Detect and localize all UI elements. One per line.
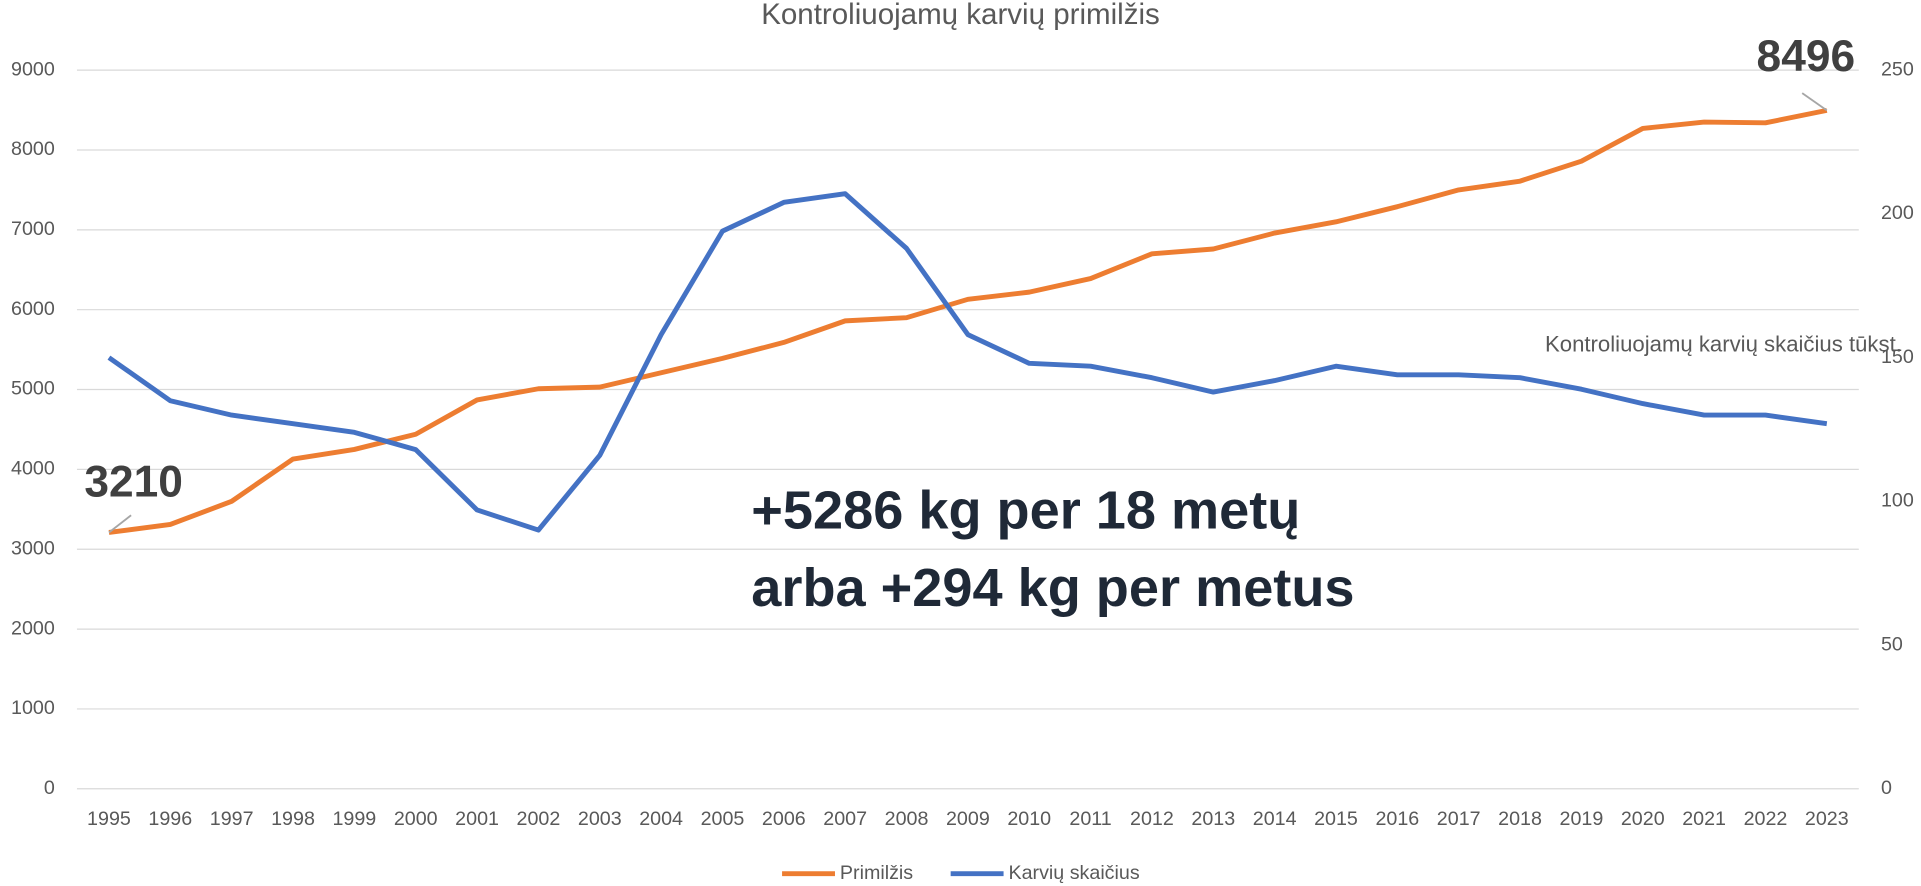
y-tick-label: 8000 — [11, 138, 55, 160]
x-tick-label: 2023 — [1805, 808, 1849, 830]
x-tick-label: 2007 — [823, 808, 867, 830]
x-tick-label: 2005 — [701, 808, 745, 830]
x-tick-label: 2004 — [639, 808, 683, 830]
x-tick-label: 2021 — [1682, 808, 1726, 830]
x-tick-label: 2000 — [394, 808, 438, 830]
y-tick-label: 2000 — [11, 617, 55, 639]
x-tick-label: 2011 — [1069, 808, 1111, 830]
y2-tick-label: 50 — [1881, 633, 1903, 655]
y-tick-label: 4000 — [11, 458, 55, 480]
x-tick-label: 2006 — [762, 808, 806, 830]
x-tick-label: 2002 — [517, 808, 561, 830]
y-tick-label: 9000 — [11, 58, 55, 80]
x-tick-label: 2020 — [1621, 808, 1665, 830]
annotation: arba +294 kg per metus — [751, 558, 1354, 618]
x-tick-label: 2022 — [1744, 808, 1788, 830]
legend-label: Karvių skaičius — [1008, 862, 1139, 884]
data-line — [107, 191, 1828, 533]
chart-title: Kontroliuojamų karvių primilžis — [761, 0, 1160, 31]
y-tick-label: 1000 — [11, 697, 55, 719]
legend-label: Primilžis — [840, 862, 913, 884]
y-tick-label: 0 — [44, 777, 55, 799]
y2-tick-label: 100 — [1881, 490, 1914, 512]
annotation: +5286 kg per 18 metų — [751, 481, 1300, 541]
x-tick-label: 1999 — [332, 808, 376, 830]
y2-tick-label: 0 — [1881, 777, 1892, 799]
y2-axis-label: Kontroliuojamų karvių skaičius tūkst. — [1545, 332, 1902, 357]
y-tick-label: 6000 — [11, 298, 55, 320]
x-tick-label: 2009 — [946, 808, 990, 830]
y2-tick-label: 150 — [1881, 346, 1914, 368]
y-tick-label: 5000 — [11, 378, 55, 400]
data-line — [108, 107, 1828, 535]
y-tick-label: 3000 — [11, 537, 55, 559]
x-tick-label: 2003 — [578, 808, 622, 830]
leader-line — [1801, 92, 1828, 112]
point-label: 3210 — [84, 458, 183, 507]
x-tick-label: 2016 — [1375, 808, 1419, 830]
y-tick-label: 7000 — [11, 218, 55, 240]
x-tick-label: 2008 — [885, 808, 929, 830]
x-tick-label: 1995 — [87, 808, 131, 830]
x-tick-label: 2014 — [1253, 808, 1297, 830]
x-tick-label: 2019 — [1560, 808, 1604, 830]
x-tick-label: 2001 — [455, 808, 499, 830]
y2-tick-label: 250 — [1881, 58, 1914, 80]
leader-line — [108, 514, 132, 534]
x-tick-label: 2013 — [1191, 808, 1235, 830]
x-tick-label: 2015 — [1314, 808, 1358, 830]
x-tick-label: 2012 — [1130, 808, 1174, 830]
x-tick-label: 1996 — [148, 808, 192, 830]
x-tick-label: 2018 — [1498, 808, 1542, 830]
x-tick-label: 1997 — [210, 808, 254, 830]
point-label: 8496 — [1757, 32, 1856, 81]
x-tick-label: 1998 — [271, 808, 315, 830]
x-tick-label: 2010 — [1007, 808, 1051, 830]
y2-tick-label: 200 — [1881, 202, 1914, 224]
x-tick-label: 2017 — [1437, 808, 1481, 830]
